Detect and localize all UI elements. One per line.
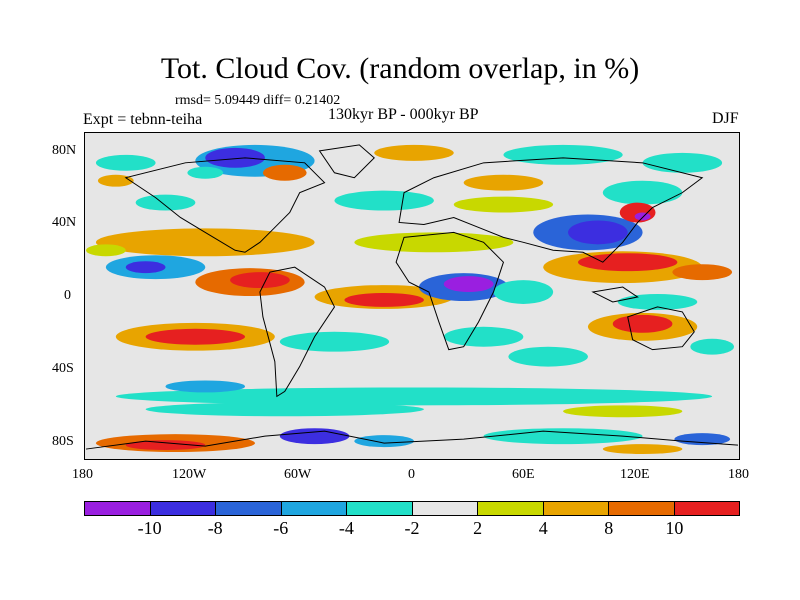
colorbar-box <box>609 502 675 515</box>
x-tick-180e: 180 <box>728 467 749 482</box>
anomaly-field <box>86 144 735 455</box>
colorbar-label: 2 <box>473 518 483 538</box>
y-tick-80n: 80N <box>52 143 77 158</box>
colorbar-label: -2 <box>404 518 420 538</box>
colorbar-box <box>478 502 544 515</box>
y-tick-0: 0 <box>64 288 71 303</box>
colorbar-box <box>412 502 478 515</box>
colorbar-label: 10 <box>665 518 684 538</box>
x-tick-0: 0 <box>408 467 415 482</box>
period-label: 130kyr BP - 000kyr BP <box>328 106 479 123</box>
colorbar-box <box>674 502 739 515</box>
colorbar-box <box>347 502 413 515</box>
season-label: DJF <box>712 110 739 127</box>
colorbar-box <box>85 502 151 515</box>
colorbar-box <box>281 502 347 515</box>
y-tick-80s: 80S <box>52 434 74 449</box>
colorbar-label: -8 <box>207 518 223 538</box>
y-tick-40n: 40N <box>52 215 77 230</box>
experiment-label: Expt = tebnn-teiha <box>83 111 203 128</box>
colorbar-label: 4 <box>538 518 548 538</box>
colorbar <box>84 501 740 516</box>
colorbar-label: 8 <box>604 518 614 538</box>
x-tick-60e: 60E <box>512 467 535 482</box>
colorbar-label: -10 <box>137 518 162 538</box>
rmsd-diff-stats: rmsd= 5.09449 diff= 0.21402 <box>175 93 341 108</box>
cloud-cover-difference-map <box>84 132 740 460</box>
x-tick-180w: 180 <box>72 467 93 482</box>
colorbar-box <box>150 502 216 515</box>
coastlines <box>85 144 739 450</box>
colorbar-box <box>216 502 282 515</box>
colorbar-label: -6 <box>273 518 289 538</box>
x-tick-120e: 120E <box>620 467 650 482</box>
colorbar-label: -4 <box>338 518 354 538</box>
chart-title: Tot. Cloud Cov. (random overlap, in %) <box>160 52 640 85</box>
x-tick-120w: 120W <box>172 467 207 482</box>
colorbar-box <box>543 502 609 515</box>
x-tick-60w: 60W <box>284 467 312 482</box>
y-tick-40s: 40S <box>52 361 74 376</box>
